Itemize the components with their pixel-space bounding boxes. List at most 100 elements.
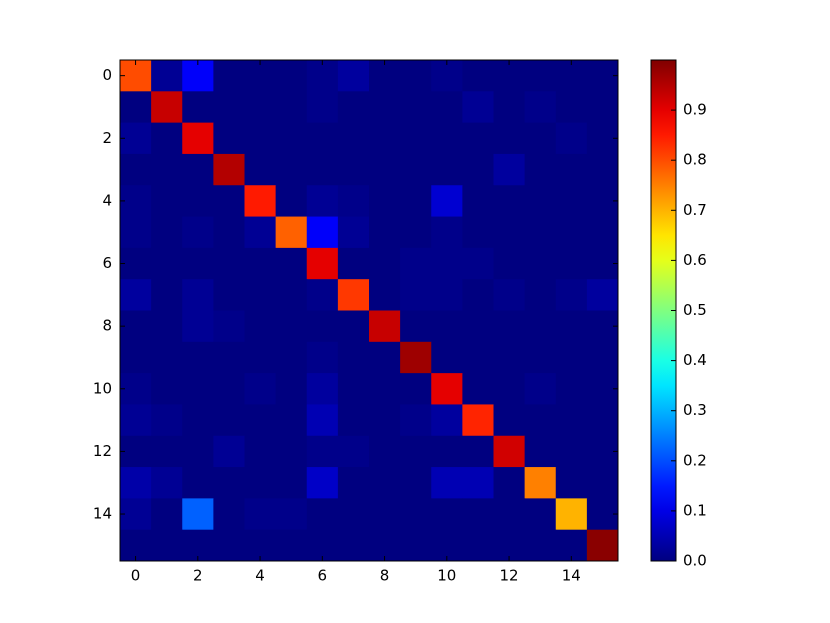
heatmap-cell bbox=[586, 404, 619, 437]
heatmap-cell bbox=[555, 498, 588, 531]
heatmap-cell bbox=[120, 404, 152, 437]
heatmap-cell bbox=[151, 373, 183, 405]
heatmap-cell bbox=[337, 310, 370, 343]
heatmap-cell bbox=[120, 153, 152, 186]
heatmap-cell bbox=[555, 216, 588, 249]
heatmap-cell bbox=[369, 310, 401, 343]
colorbar-tick-label: 0.5 bbox=[683, 301, 707, 319]
heatmap-cell bbox=[120, 498, 152, 531]
heatmap-cell bbox=[275, 404, 308, 437]
x-tick-label: 0 bbox=[131, 567, 141, 585]
heatmap-cell bbox=[369, 247, 401, 280]
heatmap-cell bbox=[586, 467, 619, 499]
heatmap-cell bbox=[337, 529, 370, 562]
heatmap-cell bbox=[462, 247, 494, 280]
heatmap-cell bbox=[244, 373, 277, 405]
heatmap-cell bbox=[275, 373, 308, 405]
heatmap-cell bbox=[275, 91, 308, 124]
y-tick-label: 4 bbox=[102, 191, 112, 209]
heatmap-cell bbox=[431, 341, 463, 374]
heatmap-cell bbox=[337, 404, 370, 437]
heatmap-cell bbox=[431, 404, 463, 437]
heatmap-cell bbox=[306, 247, 339, 280]
heatmap-cell bbox=[120, 310, 152, 343]
x-tick-label: 2 bbox=[193, 567, 203, 585]
y-tick-label: 8 bbox=[102, 317, 112, 335]
heatmap-cell bbox=[400, 247, 432, 280]
heatmap-cell bbox=[182, 373, 214, 405]
heatmap-cell bbox=[555, 404, 588, 437]
heatmap-cell bbox=[524, 341, 557, 374]
heatmap-cell bbox=[182, 498, 214, 531]
y-tick-label: 2 bbox=[102, 129, 112, 147]
colorbar-tick-label: 0.2 bbox=[683, 451, 707, 469]
heatmap-cell bbox=[120, 216, 152, 249]
heatmap-cell bbox=[462, 341, 494, 374]
heatmap-cell bbox=[182, 185, 214, 218]
heatmap-cell bbox=[524, 60, 557, 92]
heatmap-cell bbox=[369, 467, 401, 499]
heatmap-cell bbox=[400, 185, 432, 218]
heatmap-cell bbox=[493, 498, 526, 531]
heatmap-cell bbox=[586, 341, 619, 374]
heatmap-cell bbox=[213, 435, 245, 468]
heatmap-cell bbox=[120, 279, 152, 311]
heatmap-cell bbox=[306, 216, 339, 249]
heatmap-cell bbox=[493, 153, 526, 186]
heatmap-cell bbox=[555, 153, 588, 186]
heatmap-cell bbox=[400, 373, 432, 405]
plot-frame bbox=[119, 59, 619, 562]
heatmap-cell bbox=[151, 91, 183, 124]
x-tick-label: 14 bbox=[562, 567, 581, 585]
colorbar-tick-label: 0.9 bbox=[683, 101, 707, 119]
heatmap-cell bbox=[462, 310, 494, 343]
colorbar-tick-label: 0.3 bbox=[683, 401, 707, 419]
heatmap-cell bbox=[431, 122, 463, 155]
heatmap-cell bbox=[244, 185, 277, 218]
heatmap-cell bbox=[151, 310, 183, 343]
heatmap-cell bbox=[431, 216, 463, 249]
heatmap-cell bbox=[369, 498, 401, 531]
heatmap-cell bbox=[151, 153, 183, 186]
heatmap-cell bbox=[493, 247, 526, 280]
heatmap-cell bbox=[462, 435, 494, 468]
y-tick-label: 14 bbox=[93, 505, 112, 523]
heatmap-cell bbox=[400, 216, 432, 249]
heatmap-cell bbox=[244, 310, 277, 343]
heatmap-cell bbox=[151, 279, 183, 311]
heatmap-cell bbox=[586, 279, 619, 311]
heatmap-cell bbox=[275, 435, 308, 468]
heatmap-cell bbox=[462, 279, 494, 311]
heatmap-cell bbox=[462, 404, 494, 437]
heatmap-cell bbox=[306, 279, 339, 311]
heatmap-cell bbox=[275, 122, 308, 155]
heatmap-cell bbox=[400, 153, 432, 186]
heatmap-cell bbox=[431, 279, 463, 311]
heatmap-cell bbox=[493, 435, 526, 468]
heatmap-cell bbox=[524, 404, 557, 437]
heatmap-cell bbox=[306, 435, 339, 468]
heatmap-cell bbox=[306, 467, 339, 499]
heatmap-cell bbox=[337, 91, 370, 124]
heatmap-cell bbox=[400, 529, 432, 562]
heatmap-cell bbox=[182, 91, 214, 124]
heatmap-cell bbox=[120, 373, 152, 405]
heatmap-cell bbox=[306, 341, 339, 374]
heatmap-cell bbox=[337, 498, 370, 531]
heatmap-cell bbox=[120, 467, 152, 499]
heatmap-cell bbox=[244, 153, 277, 186]
heatmap-cell bbox=[400, 467, 432, 499]
heatmap-cell bbox=[213, 153, 245, 186]
heatmap-cell bbox=[462, 498, 494, 531]
heatmap-cell bbox=[431, 185, 463, 218]
y-tick-label: 0 bbox=[102, 66, 112, 84]
heatmap-cell bbox=[555, 310, 588, 343]
heatmap-cell bbox=[493, 122, 526, 155]
heatmap-cell bbox=[213, 310, 245, 343]
heatmap-cell bbox=[213, 122, 245, 155]
heatmap-cell bbox=[369, 435, 401, 468]
heatmap-cell bbox=[213, 467, 245, 499]
heatmap-cell bbox=[275, 247, 308, 280]
heatmap-cell bbox=[431, 467, 463, 499]
x-tick-label: 8 bbox=[380, 567, 390, 585]
